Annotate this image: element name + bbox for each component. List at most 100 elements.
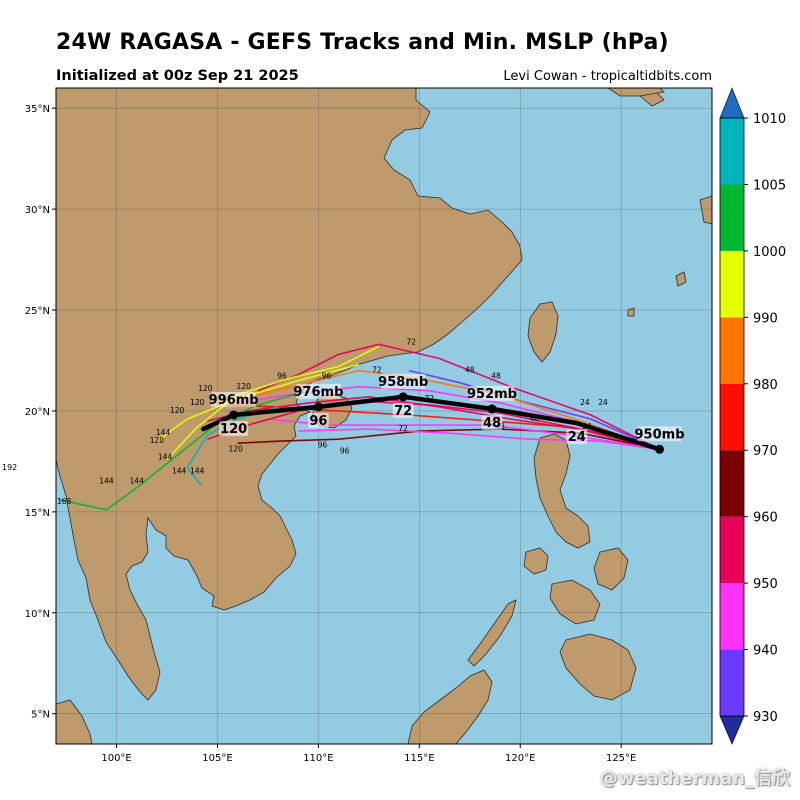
land-luzon <box>533 433 591 549</box>
forecast-hour-label: 24 <box>580 398 590 407</box>
land-malaya <box>56 699 93 744</box>
forecast-hour-label: 96 <box>277 372 287 381</box>
colorbar-segment <box>720 118 744 185</box>
colorbar-label: 1005 <box>753 178 786 193</box>
lat-tick-label: 15°N <box>25 508 50 519</box>
mean-hour-label-bg <box>566 429 588 445</box>
forecast-hour-label: 168 <box>57 497 72 506</box>
mean-track-point <box>655 444 665 454</box>
forecast-hour-label: 144 <box>158 452 173 461</box>
land-korea <box>607 88 665 97</box>
pressure-label: 952mb <box>467 387 517 402</box>
lat-tick-label: 30°N <box>25 205 50 216</box>
graticule <box>56 88 712 744</box>
lon-tick-label: 100°E <box>101 753 131 764</box>
pressure-label-bg <box>469 385 515 401</box>
colorbar-segment <box>720 516 744 584</box>
pressure-label-bg <box>637 426 683 442</box>
land-palawan <box>467 599 517 667</box>
forecast-hour-label: 48 <box>530 414 540 423</box>
watermark: @weatherman_信欣 <box>599 768 790 789</box>
colorbar-label: 1010 <box>753 112 786 127</box>
forecast-hour-label: 144 <box>130 477 145 486</box>
colorbar-frame <box>719 117 745 717</box>
land-ryukyu-1 <box>675 271 687 287</box>
lat-tick-label: 35°N <box>25 104 50 115</box>
mean-hour-label: 24 <box>568 430 586 445</box>
forecast-hour-label: 72 <box>372 366 382 375</box>
mean-hour-label: 48 <box>483 416 501 431</box>
mean-hour-label-bg <box>219 420 249 436</box>
credit-label: Levi Cowan - tropicaltidbits.com <box>503 69 712 84</box>
ensemble-track <box>207 400 660 451</box>
forecast-hour-label: 96 <box>322 372 332 381</box>
pressure-label: 976mb <box>293 385 343 400</box>
lat-tick-label: 25°N <box>25 306 50 317</box>
chart-title: 24W RAGASA - GEFS Tracks and Min. MSLP (… <box>56 30 669 55</box>
ensemble-track <box>298 428 660 451</box>
colorbar-segment <box>720 317 744 384</box>
map-frame <box>55 87 713 745</box>
colorbar-label: 950 <box>753 577 778 592</box>
mean-hour-label: 72 <box>394 404 412 419</box>
lon-tick-label: 115°E <box>404 753 434 764</box>
pressure-label-bg <box>295 383 341 399</box>
colorbar-segment <box>720 450 744 517</box>
ensemble-track <box>59 390 309 511</box>
lon-tick-label: 105°E <box>202 753 232 764</box>
ensemble-track <box>166 345 380 460</box>
forecast-hour-label: 120 <box>228 444 243 453</box>
land-kyushu <box>699 195 712 225</box>
forecast-hour-label: 48 <box>491 372 501 381</box>
colorbar-label: 980 <box>753 378 778 393</box>
stray-hour-label: 192 <box>2 463 18 472</box>
colorbar-extend-high <box>719 87 745 119</box>
forecast-hour-label: 24 <box>598 398 608 407</box>
mean-track-point <box>487 404 497 414</box>
colorbar-label: 940 <box>753 644 778 659</box>
lat-tick-label: 10°N <box>25 609 50 620</box>
land-taiwan <box>527 301 559 363</box>
mean-hour-label: 120 <box>220 422 247 437</box>
colorbar-label: 1000 <box>753 245 786 260</box>
lon-tick-label: 110°E <box>303 753 333 764</box>
pressure-label: 958mb <box>378 375 428 390</box>
colorbar-segment <box>720 184 744 251</box>
colorbar-label: 930 <box>753 710 778 725</box>
colorbar-label: 960 <box>753 511 778 526</box>
land-borneo <box>407 669 493 744</box>
forecast-hour-label: 144 <box>190 467 205 476</box>
forecast-hour-label: 144 <box>172 467 187 476</box>
forecast-hour-label: 96 <box>318 440 328 449</box>
lat-tick-label: 20°N <box>25 407 50 418</box>
land-samar <box>593 547 629 591</box>
forecast-hour-label: 144 <box>99 477 114 486</box>
mean-track-point <box>229 410 239 420</box>
pressure-label-bg <box>380 373 426 389</box>
colorbar-extend-low <box>719 715 745 745</box>
colorbar-segment <box>720 583 744 650</box>
mean-hour-label-bg <box>481 414 503 430</box>
forecast-hour-label: 96 <box>340 446 350 455</box>
mean-hour-label-bg <box>392 402 414 418</box>
lon-tick-label: 120°E <box>505 753 535 764</box>
forecast-hour-label: 48 <box>465 366 475 375</box>
forecast-hour-label: 120 <box>150 436 165 445</box>
mean-hour-label: 96 <box>309 414 327 429</box>
colorbar: 930 940 950 960 970 980 990 1000 1005 1010 <box>719 87 786 745</box>
pressure-label-bg <box>211 391 257 407</box>
mean-hour-label-bg <box>308 412 329 428</box>
colorbar-segment <box>720 649 744 716</box>
forecast-hour-label: 120 <box>198 384 213 393</box>
forecast-hour-label: 120 <box>190 398 205 407</box>
axis-labels: 100°E 105°E 110°E 115°E 120°E 125°E 5°N 10°N 15°… <box>25 104 637 764</box>
forecast-hour-label: 120 <box>170 406 185 415</box>
chart-subtitle: Initialized at 00z Sep 21 2025 <box>56 68 299 84</box>
colorbar-segment <box>720 383 744 451</box>
forecast-hour-label: 144 <box>156 428 171 437</box>
forecast-hour-label: 72 <box>398 424 408 433</box>
forecast-hour-label: 72 <box>406 337 416 346</box>
